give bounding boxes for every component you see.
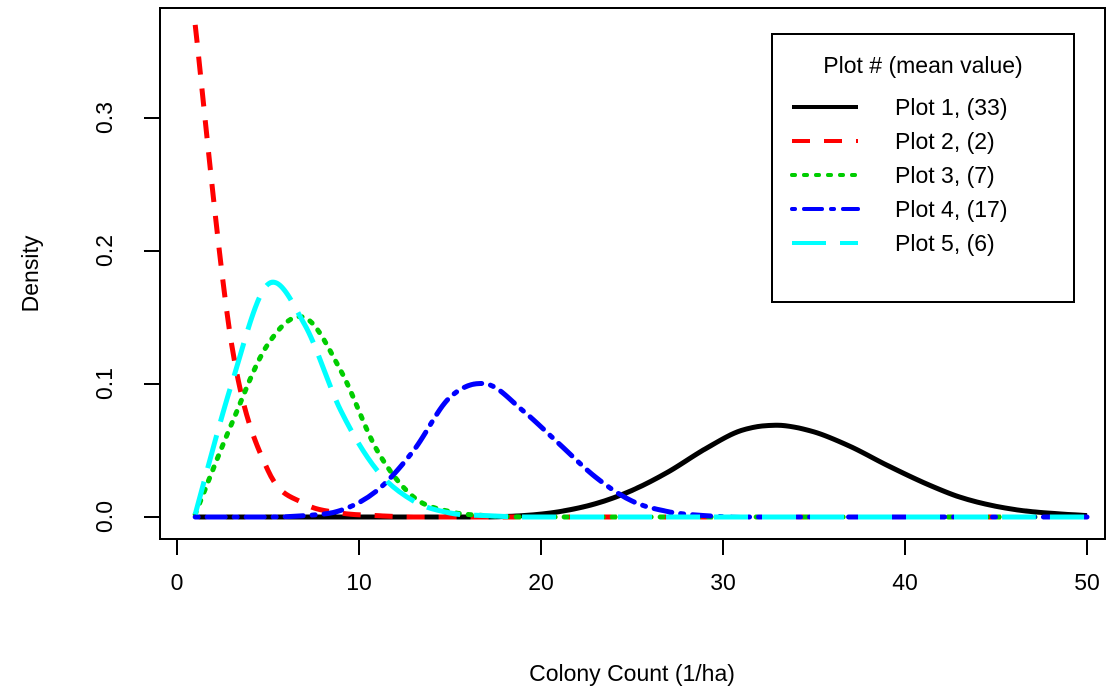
legend-label-plot-4: Plot 4, (17) bbox=[895, 196, 1008, 222]
x-tick-label: 10 bbox=[346, 569, 372, 595]
series-line-plot-4 bbox=[192, 380, 1090, 520]
legend-box bbox=[771, 33, 1075, 303]
series-line-plot-5 bbox=[192, 279, 1087, 520]
legend-label-plot-5: Plot 5, (6) bbox=[895, 230, 995, 256]
x-tick-label: 0 bbox=[171, 569, 184, 595]
y-tick-label: 0.2 bbox=[91, 235, 117, 267]
y-tick-label: 0.3 bbox=[91, 102, 117, 134]
x-axis-label: Colony Count (1/ha) bbox=[529, 660, 735, 686]
x-tick-label: 30 bbox=[710, 569, 736, 595]
x-tick-label: 50 bbox=[1074, 569, 1100, 595]
x-axis: 0 10 20 30 40 50 bbox=[171, 538, 1100, 595]
y-tick-label: 0.0 bbox=[91, 501, 117, 533]
legend-label-plot-1: Plot 1, (33) bbox=[895, 94, 1008, 120]
series-layer bbox=[192, 24, 1090, 520]
legend-title: Plot # (mean value) bbox=[823, 52, 1022, 78]
x-tick-label: 40 bbox=[892, 569, 918, 595]
x-tick-label: 20 bbox=[528, 569, 554, 595]
y-tick-label: 0.1 bbox=[91, 368, 117, 400]
legend: Plot # (mean value) Plot 1, (33) Plot 2, … bbox=[771, 33, 1075, 303]
legend-label-plot-2: Plot 2, (2) bbox=[895, 128, 995, 154]
series-line-plot-1 bbox=[195, 422, 1088, 520]
y-axis-label: Density bbox=[17, 235, 43, 312]
y-axis: 0.0 0.1 0.2 0.3 bbox=[91, 102, 161, 533]
legend-label-plot-3: Plot 3, (7) bbox=[895, 162, 995, 188]
